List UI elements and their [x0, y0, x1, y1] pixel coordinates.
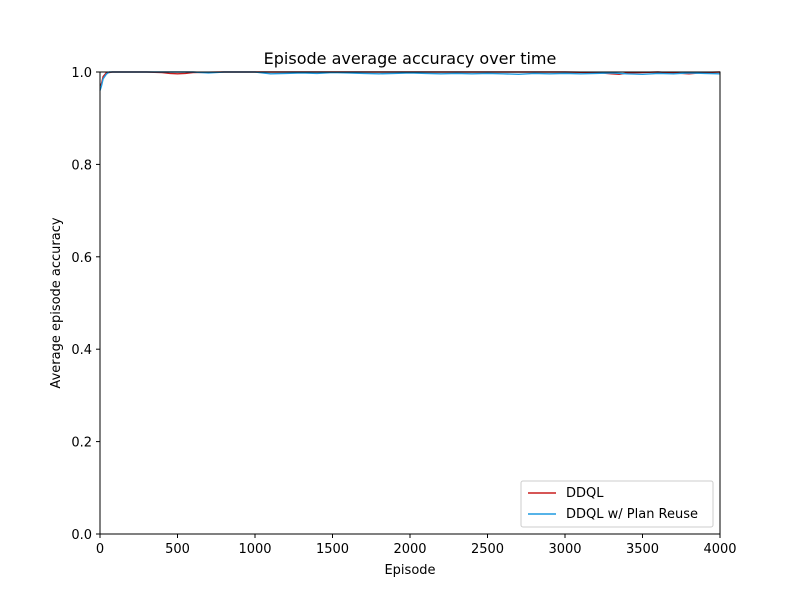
x-axis-label: Episode: [384, 563, 435, 578]
x-tick-label: 4000: [703, 542, 736, 557]
x-tick-label: 1000: [238, 542, 271, 557]
y-tick-label: 1.0: [71, 66, 92, 81]
x-ticks: 0 500 1000 1500 2000 2500 3000 3500 4000: [96, 534, 737, 557]
y-ticks: 0.0 0.2 0.4 0.6 0.8 1.0: [71, 66, 100, 543]
y-tick-label: 0.6: [71, 251, 92, 266]
x-tick-label: 500: [165, 542, 190, 557]
legend: DDQL DDQL w/ Plan Reuse: [520, 480, 714, 528]
legend-label-ddql-plan-reuse: DDQL w/ Plan Reuse: [566, 507, 698, 522]
x-tick-label: 3500: [626, 542, 659, 557]
series-layer: [99, 71, 721, 91]
legend-label-ddql: DDQL: [566, 486, 604, 501]
legend-box: [520, 480, 714, 528]
x-tick-label: 3000: [548, 542, 581, 557]
x-tick-label: 1500: [316, 542, 349, 557]
y-axis-label: Average episode accuracy: [49, 217, 64, 388]
plot-frame: [99, 71, 721, 535]
y-tick-label: 0.2: [71, 436, 92, 451]
x-tick-label: 2500: [471, 542, 504, 557]
chart-title: Episode average accuracy over time: [264, 49, 557, 68]
y-tick-label: 0.0: [71, 528, 92, 543]
y-tick-label: 0.4: [71, 343, 92, 358]
x-tick-label: 2000: [393, 542, 426, 557]
x-tick-label: 0: [96, 542, 104, 557]
y-tick-label: 0.8: [71, 158, 92, 173]
series-line-ddql-plan-reuse: [99, 71, 721, 91]
